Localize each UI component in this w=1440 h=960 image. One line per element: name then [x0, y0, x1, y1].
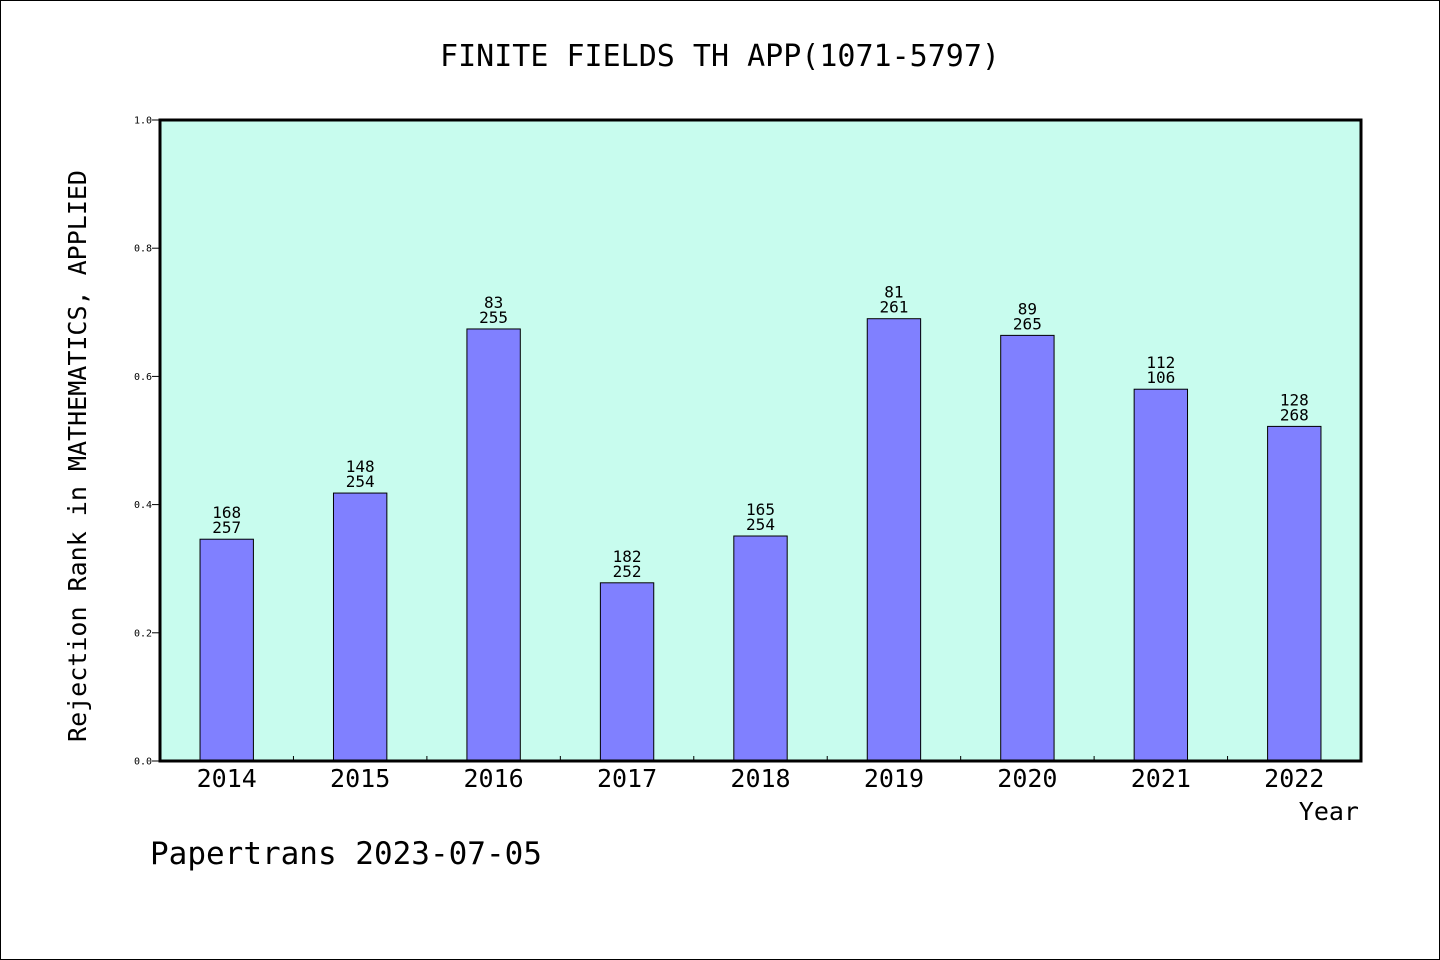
- bar-label-bottom: 265: [1013, 314, 1042, 333]
- bar-label-top: 128: [1280, 390, 1309, 409]
- y-tick-label: 0.8: [134, 244, 152, 255]
- x-tick-label: 2014: [197, 764, 257, 793]
- bar-label-top: 89: [1018, 299, 1037, 318]
- bar-label-bottom: 254: [346, 472, 375, 491]
- x-tick-label: 2016: [464, 764, 524, 793]
- chart-title: FINITE FIELDS TH APP(1071-5797): [440, 39, 1000, 74]
- x-tick-label: 2021: [1131, 764, 1191, 793]
- bar-label-top: 83: [484, 293, 503, 312]
- x-tick-label: 2022: [1264, 764, 1324, 793]
- bar-label-bottom: 252: [613, 562, 642, 581]
- x-tick-label: 2015: [330, 764, 390, 793]
- bar-label-top: 182: [613, 547, 642, 566]
- y-axis-label: Rejection Rank in MATHEMATICS, APPLIED: [63, 170, 92, 742]
- bar-label-bottom: 254: [746, 515, 775, 534]
- x-axis-label: Year: [1299, 797, 1359, 826]
- x-tick-label: 2018: [730, 764, 790, 793]
- bar-label-bottom: 268: [1280, 405, 1309, 424]
- bar-label-bottom: 106: [1146, 368, 1175, 387]
- y-axis-ticks: 0.0 0.2 0.4 0.6 0.8 1.0: [134, 116, 160, 768]
- y-tick-label: 1.0: [134, 116, 152, 127]
- bar-label-top: 148: [346, 457, 375, 476]
- bar-label-bottom: 257: [212, 518, 241, 537]
- y-tick-label: 0.2: [134, 628, 152, 639]
- bar-2017: [599, 582, 655, 762]
- bar-label-bottom: 261: [879, 298, 908, 317]
- x-tick-label: 2020: [997, 764, 1057, 793]
- bar-2015: [332, 492, 388, 762]
- bar-2014: [199, 538, 254, 762]
- bar-label-top: 168: [212, 503, 241, 522]
- y-tick-label: 0.6: [134, 372, 152, 383]
- bar-label-top: 112: [1146, 353, 1175, 372]
- footer-text: Papertrans 2023-07-05: [150, 836, 542, 872]
- bar-2022: [1267, 425, 1322, 762]
- bar-2020: [1000, 334, 1055, 762]
- bar-label-top: 165: [746, 500, 775, 519]
- x-tick-label: 2019: [864, 764, 924, 793]
- y-tick-label: 0.0: [134, 757, 152, 768]
- bar-2018: [733, 535, 788, 762]
- x-tick-label: 2017: [597, 764, 657, 793]
- bar-label-bottom: 255: [479, 308, 508, 327]
- y-tick-label: 0.4: [134, 500, 152, 511]
- bar-2021: [1133, 388, 1189, 762]
- x-axis-labels: 2014 2015 2016 2017 2018 2019 2020 2021 2022: [197, 756, 1324, 793]
- bar-2016: [466, 328, 521, 762]
- plot-border: [158, 118, 1363, 763]
- bar-2019: [866, 318, 922, 762]
- bar-label-top: 81: [884, 283, 903, 302]
